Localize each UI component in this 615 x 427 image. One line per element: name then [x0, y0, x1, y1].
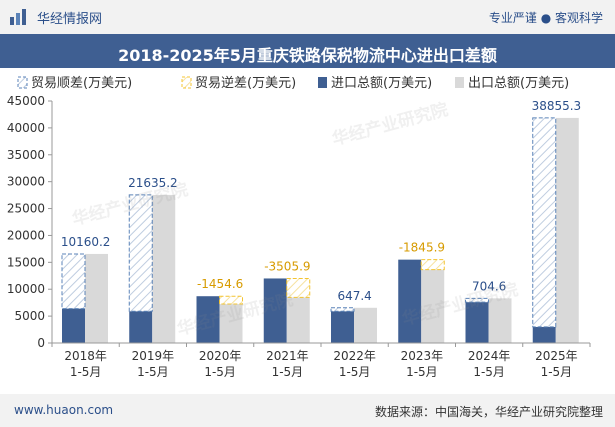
export-bar — [85, 253, 108, 343]
x-category-label: 2023年 — [401, 349, 444, 363]
x-category-label: 2018年 — [64, 349, 107, 363]
x-category-label: 1-5月 — [204, 365, 236, 379]
data-label: -1845.9 — [399, 241, 445, 255]
import-bar — [263, 278, 287, 343]
y-tick-label: 40000 — [7, 121, 45, 135]
x-category-label: 2020年 — [199, 349, 242, 363]
legend-swatch — [455, 77, 464, 88]
y-tick-label: 15000 — [7, 255, 45, 269]
bar-chart: 贸易顺差(万美元) 贸易逆差(万美元) 进口总额(万美元) 出口总额(万美元) 0 50… — [7, 75, 591, 379]
y-tick-label: 30000 — [7, 175, 45, 189]
export-bar — [555, 117, 579, 343]
footer: www.huaon.com 数据来源：中国海关，华经产业研究院整理 — [0, 394, 615, 427]
trade-surplus-bar — [61, 253, 86, 310]
x-category-label: 1-5月 — [70, 365, 102, 379]
legend-label: 贸易顺差(万美元) — [31, 76, 132, 91]
x-axis: 2018年 1-5月 2019年 1-5月 2020年 1-5月 2021年 1-5月 2022… — [51, 342, 591, 379]
legend: 贸易顺差(万美元) 贸易逆差(万美元) 进口总额(万美元) 出口总额(万美元) — [17, 75, 569, 91]
trade-surplus-bar — [128, 194, 153, 312]
tagline: 专业严谨 ● 客观科学 — [488, 11, 603, 25]
data-label: 704.6 — [472, 279, 506, 293]
import-bar — [331, 311, 354, 343]
y-tick-label: 20000 — [7, 228, 45, 242]
data-label: -3505.9 — [264, 259, 310, 273]
import-bar — [398, 259, 422, 343]
trade-deficit-bar — [219, 295, 243, 305]
x-category-label: 1-5月 — [406, 365, 438, 379]
data-label: 21635.2 — [128, 176, 178, 190]
x-category-label: 1-5月 — [339, 365, 371, 379]
x-category-label: 1-5月 — [541, 365, 573, 379]
trade-deficit-bar — [420, 259, 445, 271]
y-tick-label: 35000 — [7, 148, 45, 162]
import-bar — [465, 302, 489, 343]
import-bar — [196, 296, 220, 343]
legend-label: 贸易逆差(万美元) — [195, 75, 296, 91]
trade-surplus-bar — [465, 297, 489, 303]
export-bar — [354, 307, 377, 343]
legend-label: 进口总额(万美元) — [331, 76, 432, 91]
data-label: 10160.2 — [61, 235, 111, 249]
legend-swatch — [318, 77, 327, 88]
data-labels-layer: 10160.2 21635.2 -1454.6 -3505.9 647.4 -1845.9… — [61, 99, 581, 303]
y-tick-label: 25000 — [7, 202, 45, 216]
legend-swatch — [17, 76, 28, 89]
import-bar — [62, 308, 85, 343]
x-category-label: 1-5月 — [272, 365, 304, 379]
import-bar — [532, 326, 556, 343]
import-bar — [129, 311, 153, 343]
data-source: 数据来源：中国海关，华经产业研究院整理 — [374, 405, 603, 419]
trade-surplus-bar — [330, 307, 355, 312]
trade-surplus-bar — [532, 117, 557, 328]
data-label: 647.4 — [337, 289, 371, 303]
trade-deficit-bar — [286, 277, 311, 298]
y-tick-label: 0 — [37, 336, 45, 350]
export-bar — [219, 304, 243, 343]
title-bar: 2018-2025年5月重庆铁路保税物流中心进出口差额 — [0, 34, 615, 68]
x-category-label: 2021年 — [266, 349, 309, 363]
brand-name: 华经情报网 — [37, 12, 103, 27]
export-bar — [152, 194, 176, 343]
data-label: -1454.6 — [197, 277, 243, 291]
chart-title: 2018-2025年5月重庆铁路保税物流中心进出口差额 — [118, 46, 497, 65]
export-bar — [421, 269, 445, 343]
x-category-label: 2024年 — [468, 349, 511, 363]
export-bar — [488, 298, 512, 343]
x-category-label: 1-5月 — [137, 365, 169, 379]
export-bar — [286, 297, 310, 343]
brand-logo-icon — [10, 9, 26, 25]
footer-url: www.huaon.com — [14, 403, 114, 417]
top-bar: 华经情报网 专业严谨 ● 客观科学 — [0, 0, 615, 34]
x-category-label: 2019年 — [132, 349, 175, 363]
x-category-label: 2022年 — [333, 349, 376, 363]
bars-layer — [61, 117, 579, 343]
data-label: 38855.3 — [532, 99, 582, 113]
y-axis: 0 5000 10000 15000 20000 25000 30000 35000 40000… — [7, 94, 53, 350]
y-tick-label: 10000 — [7, 282, 45, 296]
x-category-label: 1-5月 — [473, 365, 505, 379]
y-tick-label: 45000 — [7, 94, 45, 108]
legend-swatch — [181, 76, 192, 89]
legend-label: 出口总额(万美元) — [468, 76, 569, 91]
y-tick-label: 5000 — [14, 309, 45, 323]
x-category-label: 2025年 — [535, 349, 578, 363]
